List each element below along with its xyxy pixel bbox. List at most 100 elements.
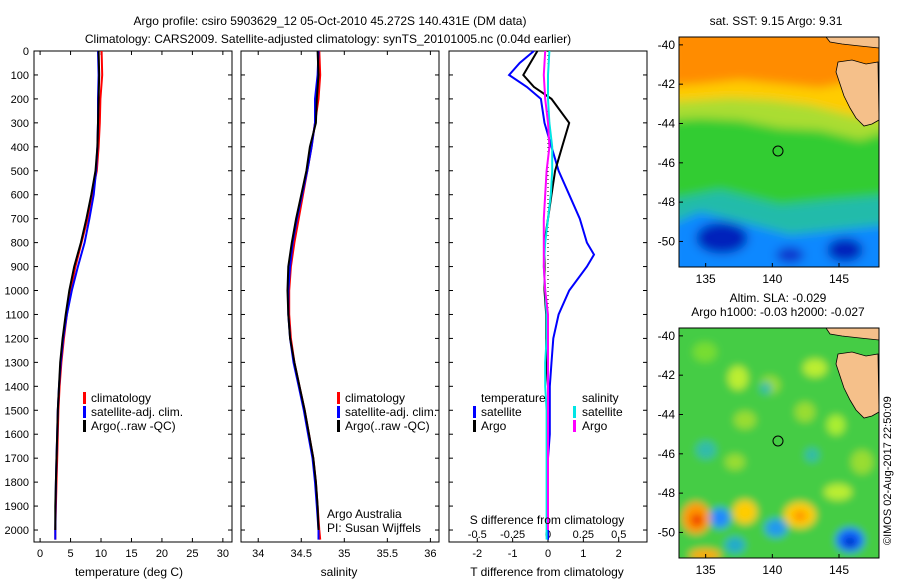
- s-tick-label: 0.5: [611, 529, 626, 541]
- x-tick-label: 5: [67, 548, 73, 560]
- map-y-tick-label: -40: [658, 38, 676, 52]
- t-tick-label: 0: [545, 548, 551, 560]
- sst-map: [679, 37, 879, 267]
- t-tick-label: 1: [580, 548, 586, 560]
- legend-label-t-argo: Argo: [481, 419, 507, 433]
- depth-tick-label: 2000: [5, 525, 29, 537]
- legend-label-satellite: satellite-adj. clim.: [91, 405, 183, 419]
- series-line-t-satellite: [507, 50, 596, 540]
- temperature-plot: 0 5 10 15 20 25 30: [37, 50, 229, 560]
- map-x-tick-label: 140: [762, 563, 782, 577]
- title-line-2: Climatology: CARS2009. Satellite-adjuste…: [85, 32, 571, 46]
- depth-tick-label: 0: [23, 46, 29, 58]
- depth-tick-label: 1000: [5, 286, 29, 298]
- x-tick-label: 35.5: [377, 548, 398, 560]
- depth-tick-label: 800: [11, 238, 29, 250]
- legend-swatch-argo: [337, 420, 340, 432]
- map-x-tick-label: 135: [696, 272, 716, 286]
- map-y-tick-label: -42: [658, 77, 676, 91]
- x-tick-label: 35: [338, 548, 350, 560]
- difference-legend: temperature satellite Argo salinity sate…: [473, 391, 623, 433]
- x-tick-label: 30: [217, 548, 229, 560]
- depth-axis: 0 100 200 300 400 500 600 700 800 900 1000 1100 1200…: [5, 46, 647, 537]
- depth-tick-label: 100: [11, 70, 29, 82]
- pi-label: PI: Susan Wijffels: [327, 521, 421, 535]
- map-y-tick-label: -40: [658, 329, 676, 343]
- tasmania-land-sst: [835, 59, 879, 127]
- argo-australia-label: Argo Australia: [327, 507, 402, 521]
- legend-label-argo: Argo(..raw -QC): [345, 419, 430, 433]
- legend-swatch-t-argo: [473, 420, 476, 432]
- sla-map-axis-ticks: 135 140 145 -40 -42 -44 -46 -48 -50: [658, 329, 850, 577]
- difference-xlabel-top: S difference from climatology: [470, 513, 625, 527]
- depth-tick-label: 300: [11, 118, 29, 130]
- depth-tick-label: 1400: [5, 381, 29, 393]
- s-tick-label: -0.25: [500, 529, 525, 541]
- depth-tick-label: 1900: [5, 501, 29, 513]
- map-x-tick-label: 145: [829, 563, 849, 577]
- t-tick-label: 2: [616, 548, 622, 560]
- tasmania-land-sla: [835, 351, 879, 419]
- map-y-tick-label: -50: [658, 525, 676, 539]
- map-x-tick-label: 145: [829, 272, 849, 286]
- sla-map: [679, 328, 879, 558]
- legend-swatch-argo: [83, 420, 86, 432]
- series-line-climatology: [54, 50, 104, 540]
- legend-swatch-climatology: [337, 392, 340, 404]
- t-tick-label: -1: [508, 548, 518, 560]
- legend-swatch-satellite: [337, 406, 340, 418]
- salinity-legend: climatology satellite-adj. clim. Argo(..…: [337, 391, 437, 433]
- legend-swatch-t-satellite: [473, 406, 476, 418]
- s-tick-label: 0.25: [573, 529, 594, 541]
- map-y-tick-label: -50: [658, 234, 676, 248]
- s-tick-label: -0.5: [468, 529, 487, 541]
- sla-map-frame: [678, 327, 880, 559]
- map-y-tick-label: -48: [658, 486, 676, 500]
- map-y-tick-label: -46: [658, 156, 676, 170]
- legend-label-s-argo: Argo: [582, 419, 608, 433]
- x-tick-label: 0: [37, 548, 43, 560]
- legend-label-climatology: climatology: [345, 391, 405, 405]
- temperature-axes: [33, 50, 233, 543]
- depth-tick-label: 200: [11, 94, 29, 106]
- sla-map-title-line-2: Argo h1000: -0.03 h2000: -0.027: [691, 305, 865, 319]
- mainland-land-sst: [825, 37, 879, 49]
- map-y-tick-label: -44: [658, 407, 676, 421]
- x-tick-label: 34: [252, 548, 264, 560]
- salinity-axes: [240, 50, 440, 543]
- salinity-xlabel: salinity: [321, 565, 358, 579]
- sla-map-title-line-1: Altim. SLA: -0.029: [730, 291, 827, 305]
- t-tick-label: -2: [472, 548, 482, 560]
- legend-label-climatology: climatology: [91, 391, 151, 405]
- salinity-plot: 34 34.5 35 35.5 36: [252, 50, 437, 560]
- difference-xlabel-bottom: T difference from climatology: [470, 565, 624, 579]
- title-line-1: Argo profile: csiro 5903629_12 05-Oct-20…: [134, 14, 527, 28]
- depth-tick-label: 1800: [5, 477, 29, 489]
- legend-swatch-climatology: [83, 392, 86, 404]
- depth-tick-label: 1500: [5, 405, 29, 417]
- map-y-tick-label: -46: [658, 447, 676, 461]
- depth-tick-label: 500: [11, 166, 29, 178]
- sst-map-frame: [678, 36, 880, 268]
- float-location-marker-sst: [772, 145, 784, 157]
- x-tick-label: 36: [424, 548, 436, 560]
- mainland-land-sla: [825, 328, 879, 341]
- temperature-legend: climatology satellite-adj. clim. Argo(..…: [83, 391, 183, 433]
- x-tick-label: 10: [95, 548, 107, 560]
- depth-tick-label: 1300: [5, 357, 29, 369]
- x-tick-label: 34.5: [291, 548, 312, 560]
- depth-tick-label: 1200: [5, 333, 29, 345]
- legend-header-salinity: salinity: [582, 391, 619, 405]
- depth-tick-label: 1100: [5, 309, 29, 321]
- x-tick-label: 15: [125, 548, 137, 560]
- depth-tick-label: 600: [11, 190, 29, 202]
- depth-tick-label: 1700: [5, 453, 29, 465]
- legend-swatch-s-satellite: [573, 406, 576, 418]
- sst-map-title: sat. SST: 9.15 Argo: 9.31: [710, 14, 843, 28]
- legend-label-s-satellite: satellite: [582, 405, 623, 419]
- map-y-tick-label: -42: [658, 368, 676, 382]
- legend-swatch-s-argo: [573, 420, 576, 432]
- series-line-argo-raw-qc: [54, 50, 101, 530]
- map-x-tick-label: 135: [696, 563, 716, 577]
